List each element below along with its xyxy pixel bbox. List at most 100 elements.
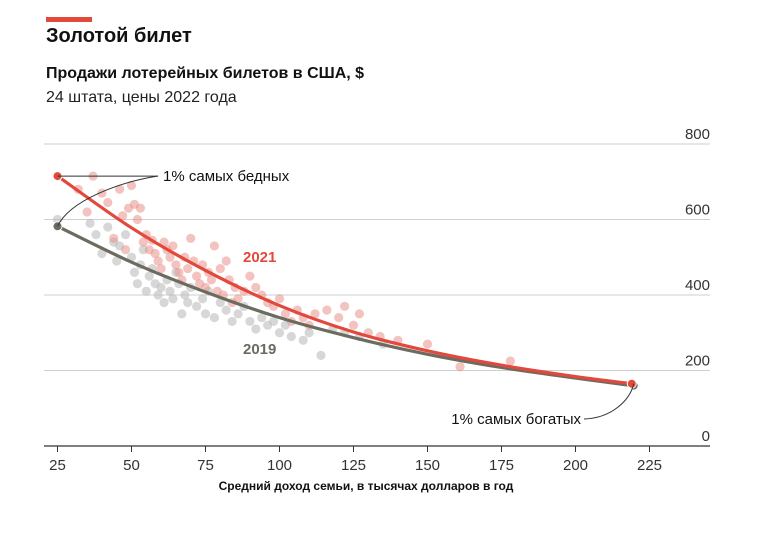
data-point-2019 [298,335,308,345]
data-point-2019 [274,328,285,338]
data-point-2019 [209,313,219,323]
trend-line-2019 [55,224,634,388]
data-point-2021 [310,309,320,319]
data-point-2021 [455,362,465,372]
endpoint-2021-end [626,378,637,389]
annotation-leader [57,175,159,227]
data-point-2021 [251,282,261,293]
trend-lines [52,171,639,391]
scatter-2019 [52,214,388,360]
y-tick-label: 0 [702,428,710,445]
x-tick-label: 100 [267,457,292,474]
y-tick-label: 200 [685,353,710,370]
data-point-2019 [85,218,95,228]
data-point-2021 [174,267,184,277]
x-tick-label: 25 [49,457,66,474]
accent-bar [46,17,92,22]
x-tick-label: 175 [489,457,514,474]
annotation-poorest: 1% самых бедных [163,168,290,185]
data-point-2021 [280,309,291,319]
data-point-2021 [132,214,143,225]
x-tick-label: 225 [637,457,662,474]
data-point-2021 [118,211,128,221]
data-point-2019 [268,316,279,327]
x-axis-label: Средний доход семьи, в тысячах долларов … [218,479,514,493]
data-point-2021 [109,233,119,243]
data-point-2021 [233,294,243,304]
data-point-2019 [197,294,208,304]
data-point-2019 [120,230,131,240]
data-point-2019 [215,297,225,308]
x-tick-label: 125 [341,457,366,474]
data-point-2021 [215,263,225,274]
data-point-2019 [91,230,101,240]
annotation-leader [583,383,635,420]
annotations: 2021 2019 1% самых бедных 1% самых богатых [57,168,635,428]
data-point-2019 [286,331,296,342]
data-point-2021 [322,305,332,315]
series-label-2021: 2021 [243,249,276,266]
data-point-2019 [192,301,202,311]
data-point-2021 [103,197,113,208]
data-point-2019 [159,297,169,308]
data-point-2019 [257,313,267,323]
data-point-2021 [120,245,131,255]
data-point-2019 [97,248,107,259]
data-point-2021 [334,313,344,323]
data-point-2021 [171,260,181,270]
data-point-2019 [103,222,113,232]
data-point-2019 [227,316,237,327]
y-tick-label: 800 [685,126,710,143]
annotation-richest: 1% самых богатых [451,411,581,428]
chart-title: Продажи лотерейных билетов в США, $ [46,65,365,82]
trend-line-2021 [55,174,634,386]
data-point-2021 [135,203,145,213]
data-point-2019 [144,271,154,281]
data-point-2019 [165,286,175,296]
data-point-2021 [274,294,285,304]
data-point-2021 [221,256,231,266]
data-point-2019 [180,290,190,300]
data-point-2019 [141,286,151,296]
series-label-2019: 2019 [243,341,276,358]
data-point-2019 [168,294,178,304]
data-point-2021 [422,339,433,349]
data-point-2021 [206,275,217,285]
data-point-2021 [505,356,515,366]
data-point-2021 [165,252,175,262]
data-point-2021 [150,248,160,259]
x-tick-label: 50 [123,457,140,474]
data-point-2019 [221,305,231,315]
data-point-2021 [183,263,193,274]
data-point-2021 [354,309,365,319]
data-point-2019 [200,309,211,319]
data-point-2019 [129,267,140,277]
data-point-2019 [183,297,193,308]
data-point-2021 [168,241,178,251]
data-point-2019 [245,316,255,327]
data-point-2019 [304,328,314,338]
data-point-2021 [209,241,219,251]
data-point-2019 [156,282,166,293]
chart-kicker: Золотой билет [46,25,192,47]
data-point-2021 [126,180,137,191]
data-point-2019 [177,309,187,319]
data-point-2019 [112,256,122,266]
data-point-2021 [82,207,92,217]
chart-subtitle: 24 штата, цены 2022 года [46,89,237,106]
x-tick-label: 200 [563,457,588,474]
y-tick-label: 400 [685,277,710,294]
x-tick-label: 150 [415,457,440,474]
x-tick-label: 75 [197,457,214,474]
data-point-2021 [348,320,359,330]
data-point-2021 [186,233,196,243]
scatter-2021 [73,171,515,372]
data-point-2021 [138,237,148,247]
y-tick-label: 600 [685,202,710,219]
data-point-2021 [192,271,202,281]
data-point-2019 [153,290,163,300]
x-axis: 25 50 75 100 125 150 175 200 225 [44,445,710,474]
y-tick-labels: 0 200 400 600 800 [685,126,710,445]
data-point-2021 [153,256,163,266]
